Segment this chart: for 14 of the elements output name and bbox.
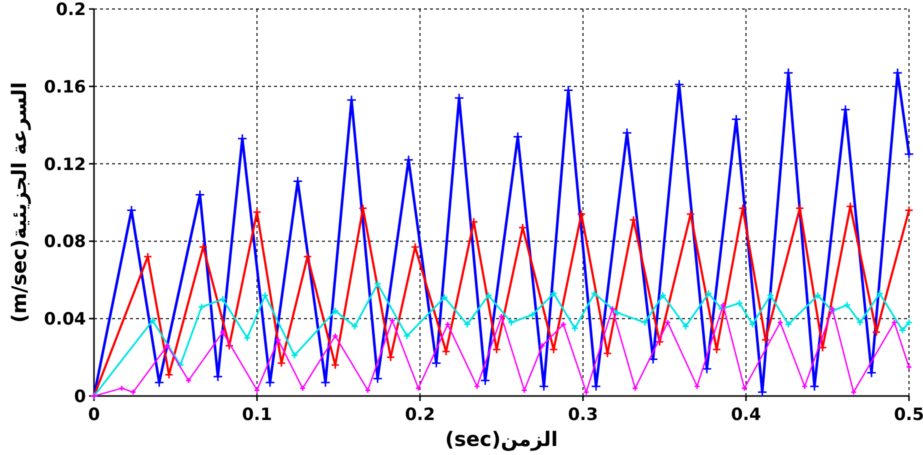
y-tick-label: 0.04 (44, 310, 86, 330)
x-tick-label: 0 (88, 405, 100, 425)
y-tick-label: 0.12 (44, 154, 86, 175)
x-tick-label: 0.4 (730, 405, 762, 425)
y-axis-title: السرعة الجزيئية(m/sec) (7, 82, 31, 323)
x-tick-label: 0.3 (568, 405, 598, 425)
x-tick-label: 0.1 (242, 405, 272, 425)
x-tick-label: 0.5 (894, 405, 923, 425)
y-tick-label: 0.16 (44, 77, 86, 98)
y-tick-label: 0.08 (44, 232, 86, 252)
y-tick-label: 0.2 (56, 0, 86, 20)
y-tick-label: 0 (74, 387, 86, 407)
x-axis-title: الزمن(sec) (445, 427, 558, 451)
x-tick-label: 0.2 (404, 405, 436, 425)
